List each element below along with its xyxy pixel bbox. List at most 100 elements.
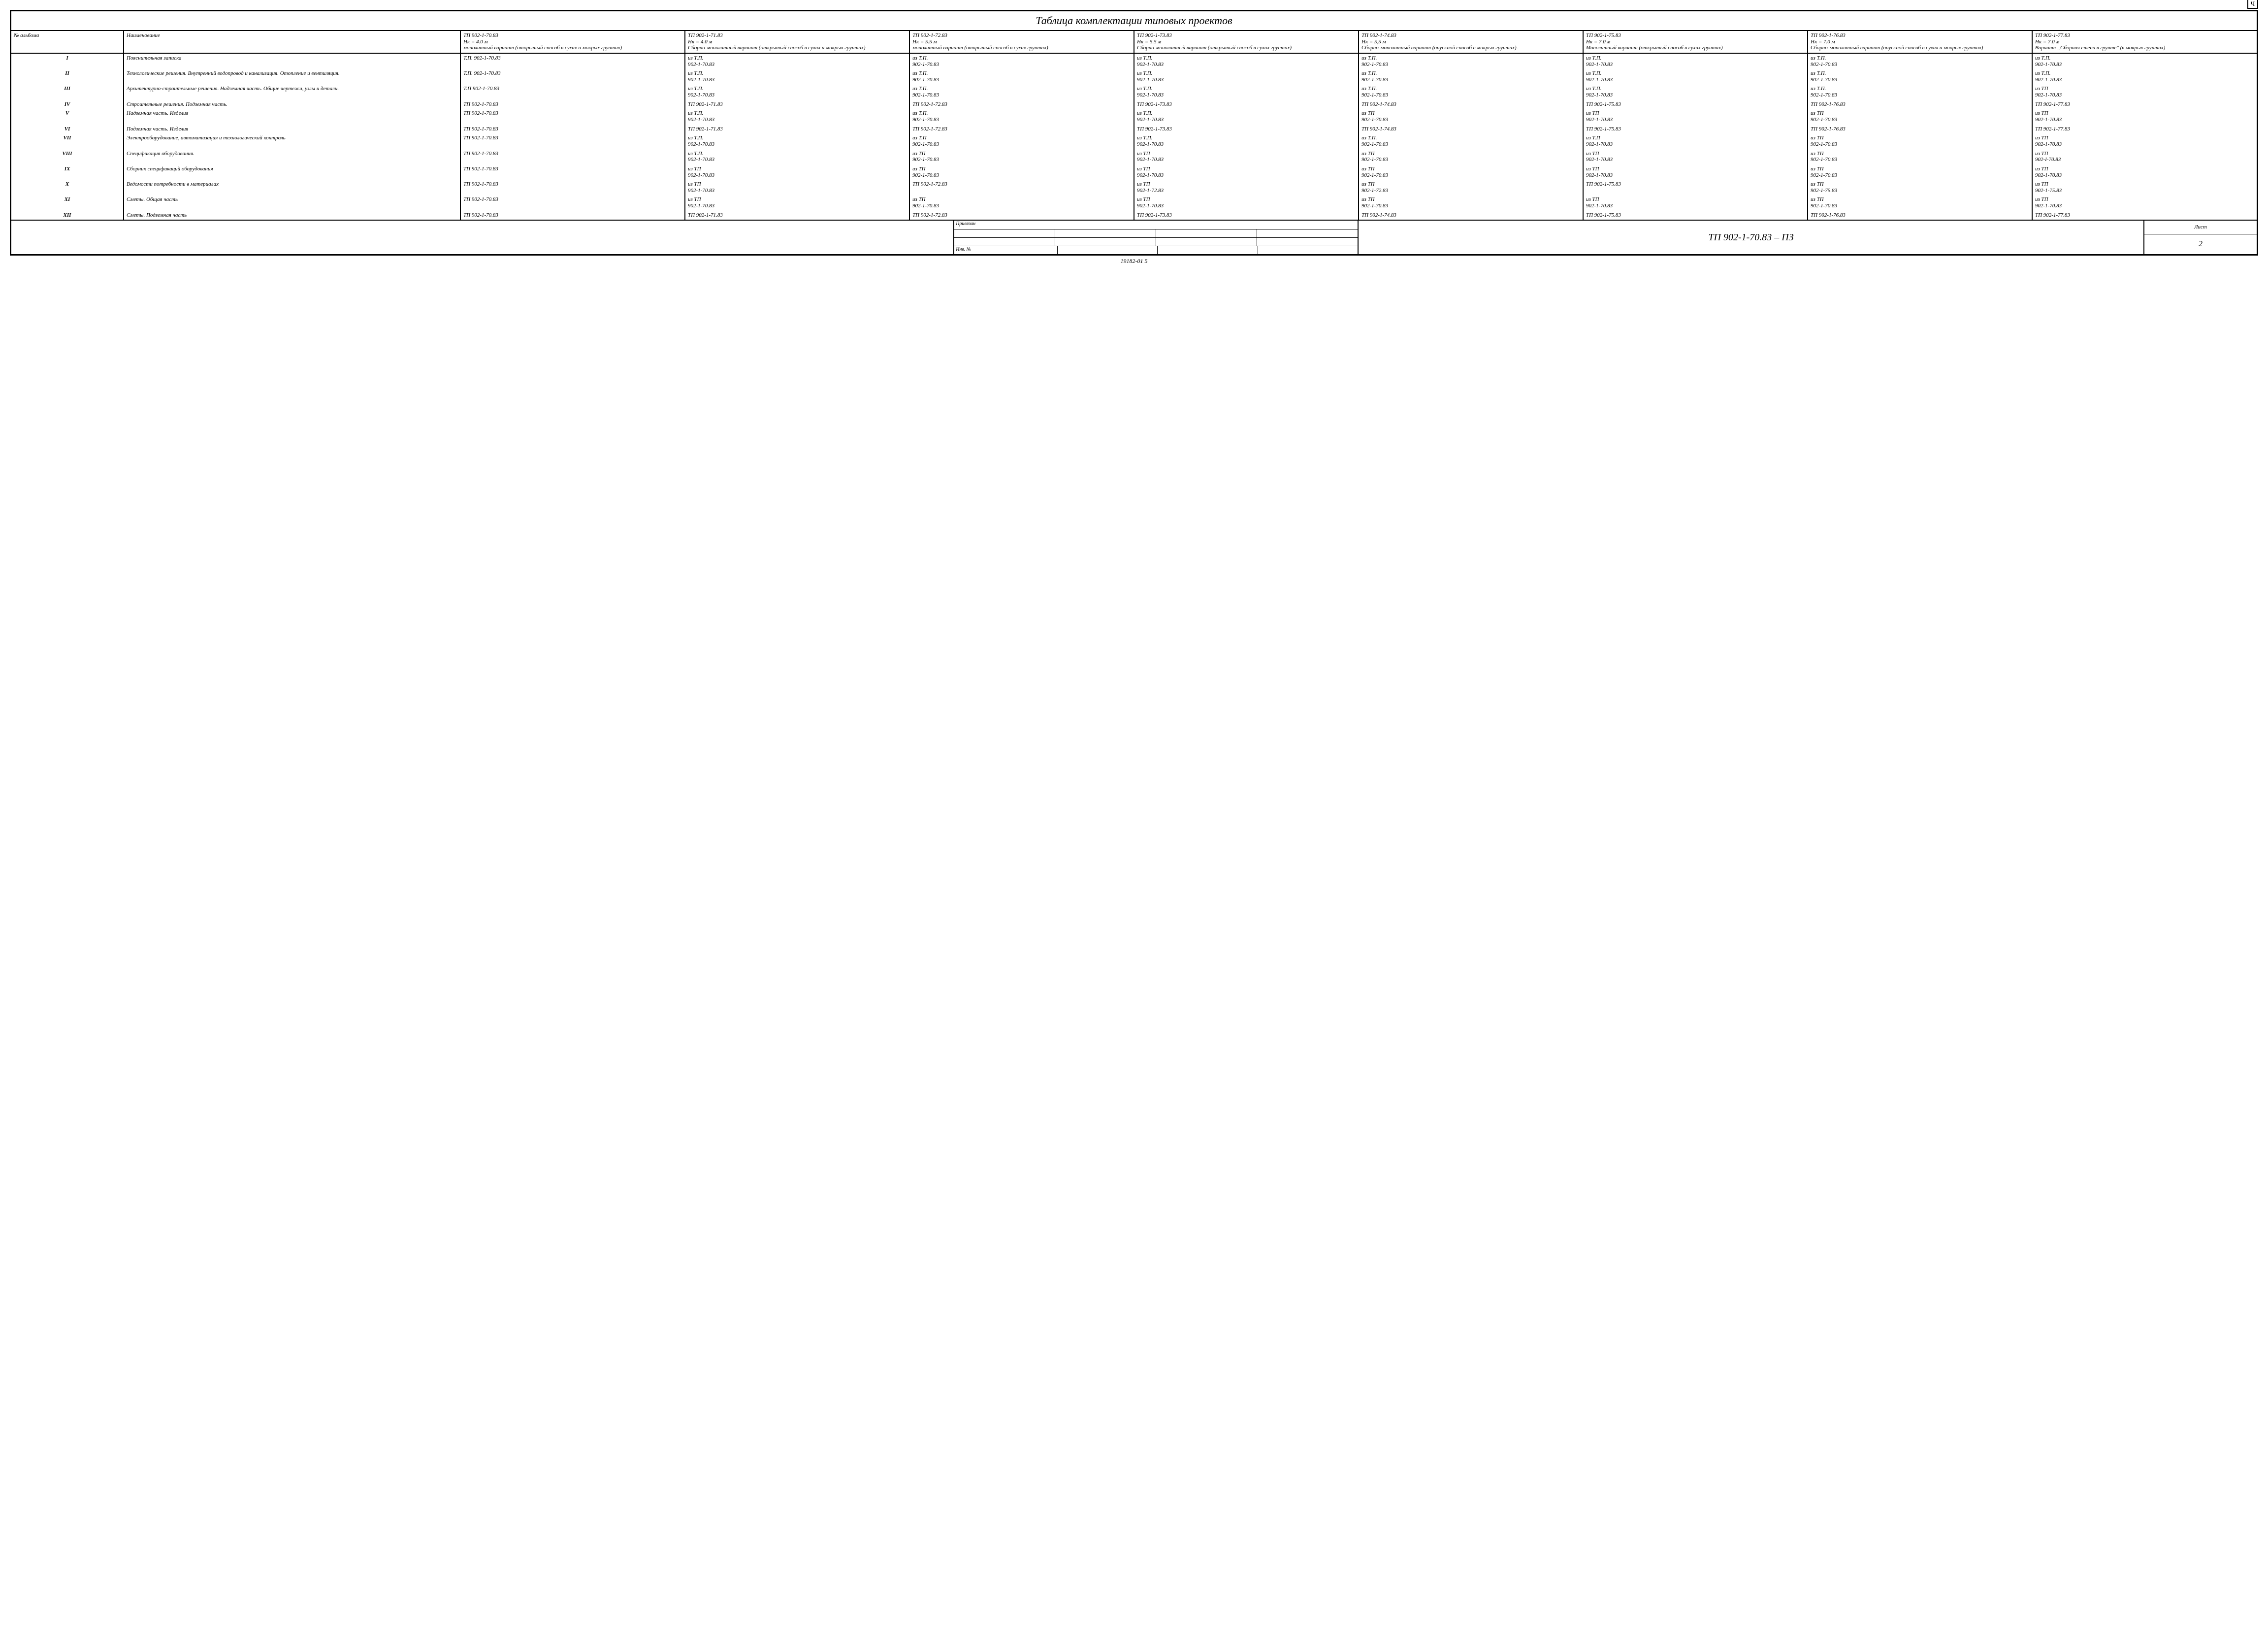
cell: ТП 902-1-72.83 — [909, 125, 1134, 134]
cell: из ТП902-1-70.83 — [1134, 195, 1359, 210]
cell: ТП 902-1-74.83 — [1359, 100, 1583, 109]
cell: из ТП902-1-70.83 — [2032, 133, 2257, 149]
cell: из ТП902-1-70.83 — [1359, 164, 1583, 180]
cell: ТП 902-1-75.83 — [1583, 211, 1808, 220]
cell: из Т.П.902-1-70.83 — [1808, 69, 2032, 84]
table-row: IПояснительная запискаТ.П. 902-1-70.83из… — [11, 53, 2257, 69]
cell: ТП 902-1-76.83 — [1808, 100, 2032, 109]
cell: ТП 902-1-70.83 — [460, 109, 685, 124]
cell: из ТП902-1-70.83 — [2032, 84, 2257, 99]
header-col-0: ТП 902-1-70.83Нк = 4.0 ммонолитный вариа… — [460, 31, 685, 53]
cell: из Т.П.902-1-70.83 — [685, 69, 909, 84]
header-col-6: ТП 902-1-76.83Нк = 7.0 мСборно-монолитны… — [1808, 31, 2032, 53]
row-name: Архитектурно-строительные решения. Надзе… — [124, 84, 460, 99]
stamp-priv: Привязан — [954, 221, 1358, 228]
row-name: Ведомости потребности в материалах — [124, 180, 460, 195]
cell: из ТП902-1-70.83 — [909, 164, 1134, 180]
cell: ТП 902-1-70.83 — [460, 133, 685, 149]
cell: ТП 902-1-76.83 — [1808, 211, 2032, 220]
cell: из Т.П.902-1-70.83 — [685, 109, 909, 124]
row-num: VIII — [11, 149, 124, 164]
header-col-1: ТП 902-1-71.83Нк = 4.0 мСборно-монолитны… — [685, 31, 909, 53]
drawing-frame: Таблица комплектации типовых проектов № … — [10, 10, 2258, 256]
cell: из ТП902-1-70.83 — [685, 164, 909, 180]
cell: из ТП902-1-70.83 — [1583, 149, 1808, 164]
row-name: Спецификация оборудования. — [124, 149, 460, 164]
cell: Т.П 902-1-70.83 — [460, 84, 685, 99]
table-row: XВедомости потребности в материалахТП 90… — [11, 180, 2257, 195]
sheet-number: 2 — [2144, 234, 2257, 255]
cell: из ТП902-1-70.83 — [2032, 109, 2257, 124]
header-album-no: № альбома — [11, 31, 124, 53]
row-name: Электрооборудование, автоматизация и тех… — [124, 133, 460, 149]
cell: Т.П. 902-1-70.83 — [460, 69, 685, 84]
cell: из ТП902-1-70.83 — [2032, 164, 2257, 180]
table-row: IIТехнологические решения. Внутренний во… — [11, 69, 2257, 84]
cell: ТП 902-1-74.83 — [1359, 211, 1583, 220]
composition-table: № альбома Наименование ТП 902-1-70.83Нк … — [11, 31, 2257, 220]
bottom-note: 19182-01 5 — [10, 258, 2258, 265]
cell: из Т.П902-1-70.83 — [909, 133, 1134, 149]
row-name: Подземная часть. Изделия — [124, 125, 460, 134]
row-num: IV — [11, 100, 124, 109]
table-row: VIIЭлектрооборудование, автоматизация и … — [11, 133, 2257, 149]
row-num: I — [11, 53, 124, 69]
row-num: II — [11, 69, 124, 84]
cell: из Т.П.902-1-70.83 — [909, 53, 1134, 69]
cell: ТП 902-1-71.83 — [685, 211, 909, 220]
table-row: XIIСметы. Подземная частьТП 902-1-70.83Т… — [11, 211, 2257, 220]
cell: из Т.П.902-1-70.83 — [685, 53, 909, 69]
row-num: XI — [11, 195, 124, 210]
cell: из Т.П.902-1-70.83 — [909, 69, 1134, 84]
cell: из ТП902-1-70.83 — [1359, 195, 1583, 210]
row-name: Сметы. Общая часть — [124, 195, 460, 210]
cell: ТП 902-1-74.83 — [1359, 125, 1583, 134]
row-name: Пояснительная записка — [124, 53, 460, 69]
cell: ТП 902-1-70.83 — [460, 211, 685, 220]
cell: ТП 902-1-70.83 — [460, 195, 685, 210]
table-row: VНадземная часть. ИзделияТП 902-1-70.83и… — [11, 109, 2257, 124]
cell: ТП 902-1-70.83 — [460, 180, 685, 195]
cell: ТП 902-1-75.83 — [1583, 100, 1808, 109]
cell: из Т.П.902-1-70.83 — [1134, 84, 1359, 99]
cell: ТП 902-1-71.83 — [685, 100, 909, 109]
cell: из ТП902-1-70.83 — [1134, 164, 1359, 180]
cell: из ТП902-1-70.83 — [1359, 149, 1583, 164]
header-name: Наименование — [124, 31, 460, 53]
row-num: VI — [11, 125, 124, 134]
header-col-7: ТП 902-1-77.83Нк = 7.0 мВариант „Сборная… — [2032, 31, 2257, 53]
table-row: VIIIСпецификация оборудования.ТП 902-1-7… — [11, 149, 2257, 164]
cell: из ТП902-1-70.83 — [1808, 149, 2032, 164]
table-row: IVСтроительные решения. Подземная часть.… — [11, 100, 2257, 109]
cell: из ТП902-1-70.83 — [2032, 195, 2257, 210]
cell: из Т.П.902-1-70.83 — [909, 84, 1134, 99]
cell: из ТП902-I-70.83 — [2032, 149, 2257, 164]
cell: Т.П. 902-1-70.83 — [460, 53, 685, 69]
table-title: Таблица комплектации типовых проектов — [11, 11, 2257, 31]
cell: из ТП902-1-70.83 — [1583, 109, 1808, 124]
cell: ТП 902-1-77.83 — [2032, 125, 2257, 134]
cell: из Т.П.902-1-70.83 — [2032, 69, 2257, 84]
cell: из ТП902-1-70.83 — [685, 180, 909, 195]
document-code: ТП 902-1-70.83 – ПЗ — [1359, 221, 2144, 254]
cell: из Т.П.902-1-70.83 — [1359, 69, 1583, 84]
row-num: VII — [11, 133, 124, 149]
table-row: IIIАрхитектурно-строительные решения. На… — [11, 84, 2257, 99]
table-row: XIСметы. Общая частьТП 902-1-70.83 из ТП9… — [11, 195, 2257, 210]
row-num: III — [11, 84, 124, 99]
cell: ТП 902-1-75.83 — [1583, 180, 1808, 195]
cell: из Т.П.902-1-70.83 — [2032, 53, 2257, 69]
corner-mark: Ч — [2247, 0, 2258, 9]
cell: из Т.П.902-1-70.83 — [909, 109, 1134, 124]
table-row: VIПодземная часть. ИзделияТП 902-1-70.83… — [11, 125, 2257, 134]
sheet-label: Лист — [2144, 221, 2257, 234]
cell: из ТП902-1-70.83 — [1808, 164, 2032, 180]
cell: из ТП902-1-70.83 — [909, 195, 1134, 210]
cell: из ТП902-1-70.83 — [1583, 164, 1808, 180]
cell: из Т.П.902-1-70.83 — [1359, 133, 1583, 149]
cell: ТП 902-1-73.83 — [1134, 211, 1359, 220]
cell: ТП 902-1-73.83 — [1134, 100, 1359, 109]
cell: из Т.П.902-1-70.83 — [1134, 109, 1359, 124]
cell: из Т.П902-1-70.83 — [1583, 133, 1808, 149]
cell: из ТП902-1-70.83 — [909, 149, 1134, 164]
